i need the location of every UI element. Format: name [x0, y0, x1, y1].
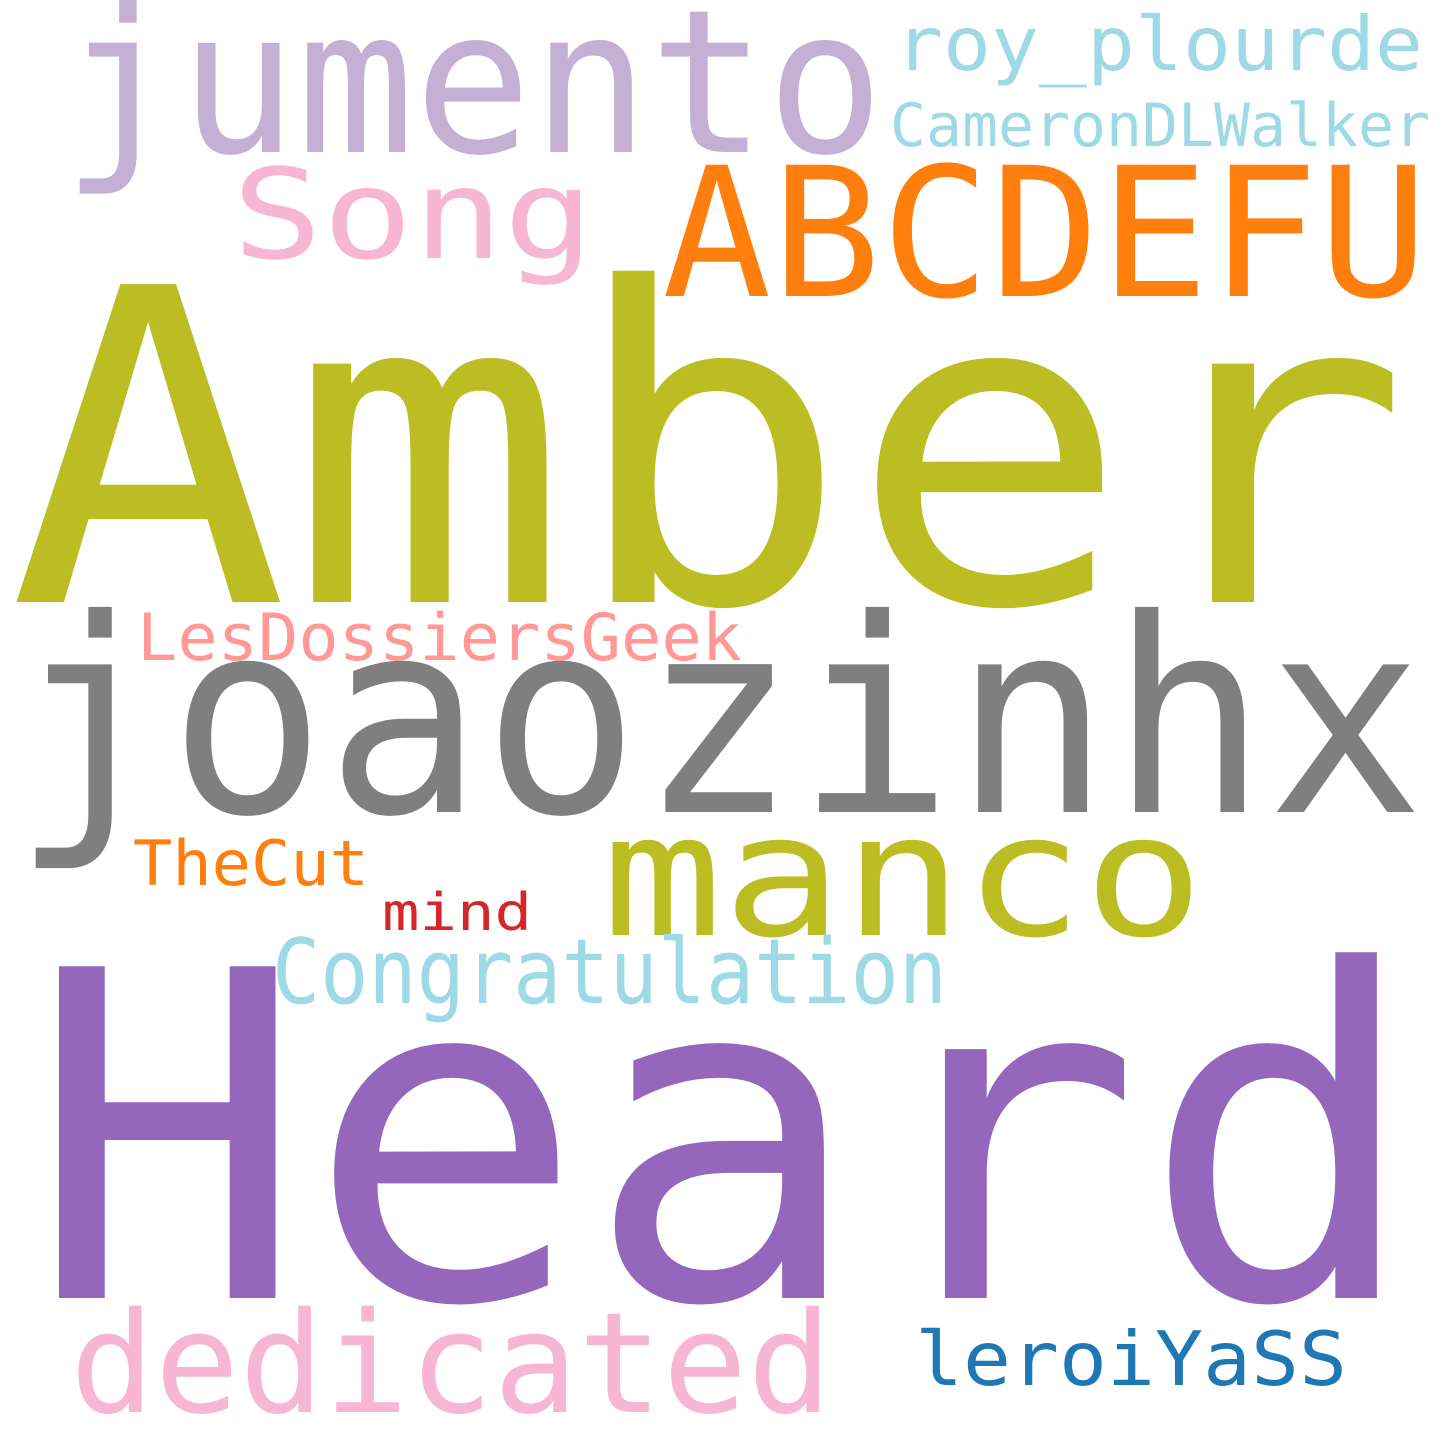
word-camerondlwalker: CameronDLWalker	[890, 91, 1430, 161]
word-abcdefu: ABCDEFU	[662, 130, 1428, 339]
word-thecut: TheCut	[133, 827, 369, 900]
word-manco: manco	[602, 778, 1204, 976]
word-amber: Amber	[8, 197, 1410, 705]
word-congratulation: Congratulation	[272, 920, 947, 1025]
word-mind: mind	[382, 883, 532, 943]
word-lesdossiersgeek: LesDossiersGeek	[137, 601, 742, 676]
word-heard: Heard	[28, 877, 1420, 1406]
word-song: Song	[232, 143, 594, 288]
word-roy-plourde: roy_plourde	[895, 0, 1423, 88]
word-dedicated: dedicated	[70, 1283, 832, 1440]
word-jumento: jumento	[62, 0, 884, 200]
word-leroiyass: leroiYaSS	[915, 1315, 1347, 1403]
word-joaozinhx: joaozinhx	[12, 561, 1424, 876]
